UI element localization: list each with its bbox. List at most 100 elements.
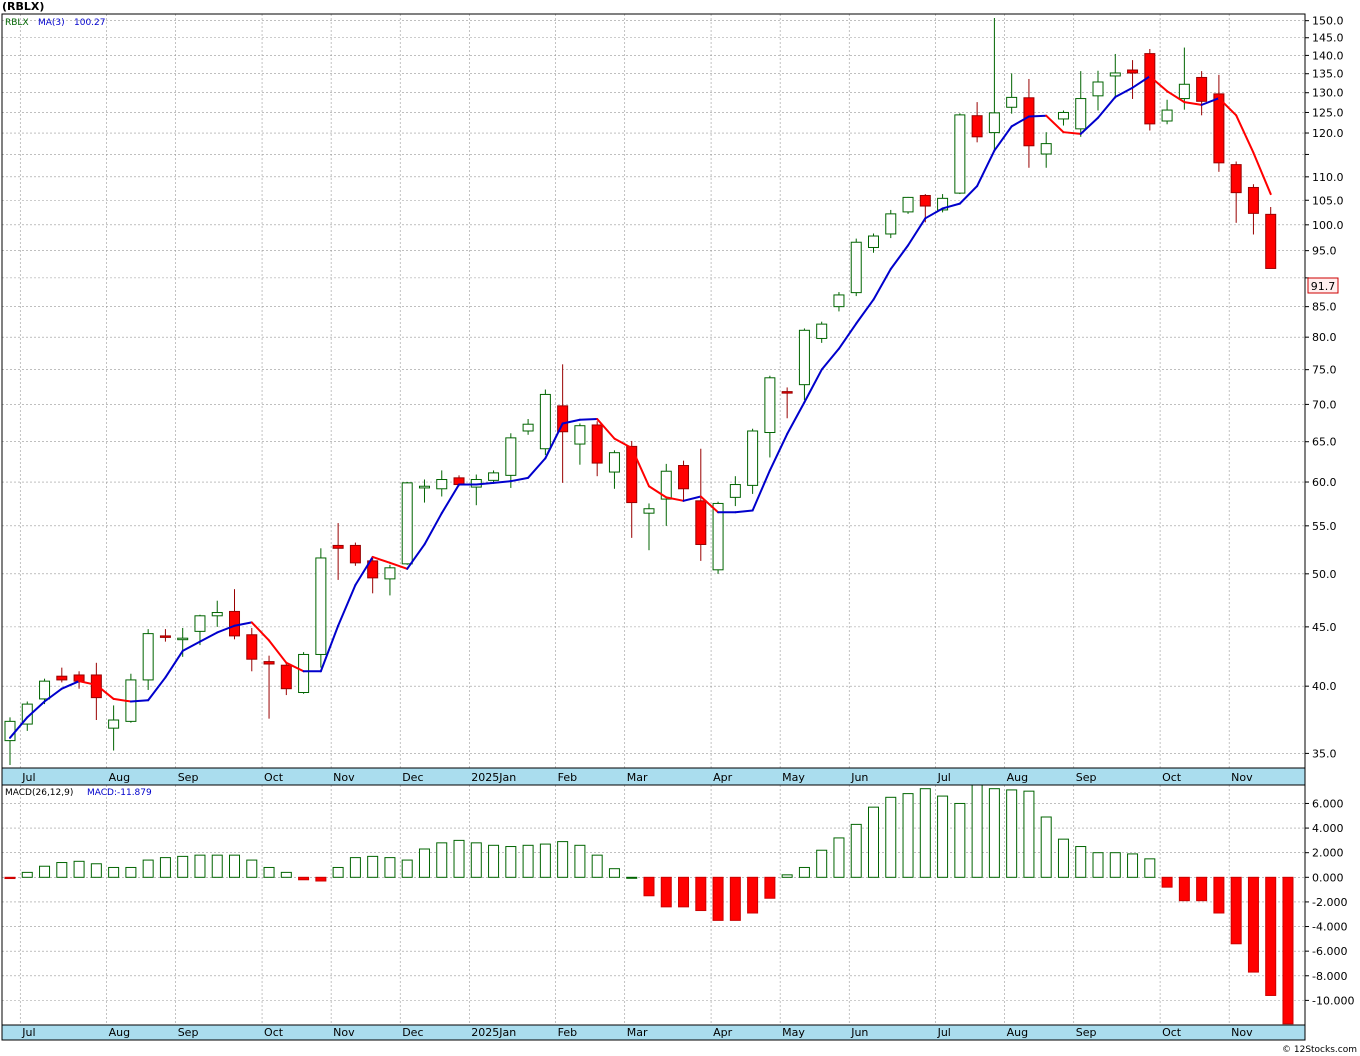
ma3-line-segment <box>699 495 720 514</box>
candle-body <box>626 445 638 504</box>
macd-bar <box>539 843 551 878</box>
legend-ticker: RBLX <box>5 18 29 28</box>
macd-bar <box>1213 876 1225 914</box>
x-month-label: Sep <box>178 1026 199 1039</box>
macd-y-tick-label: 6.000 <box>1312 797 1344 810</box>
candle <box>643 503 655 551</box>
price-y-tick-label: 120.0 <box>1312 127 1344 140</box>
candle-body <box>678 465 690 490</box>
candle-body <box>1092 81 1104 97</box>
candle <box>229 589 241 640</box>
ma3-line-segment <box>665 496 685 502</box>
last-price-label: 91.7 <box>1311 280 1336 293</box>
candle-body <box>90 674 102 699</box>
ma3-line-segment <box>475 481 495 486</box>
candle-body <box>522 423 534 432</box>
candle-body <box>177 637 189 641</box>
macd-bar <box>73 860 85 878</box>
candle-body <box>1265 213 1277 269</box>
candle <box>954 113 966 195</box>
candle-body <box>660 470 672 500</box>
ma3-line-segment <box>1217 97 1238 117</box>
candle-body <box>1006 96 1018 108</box>
macd-y-tick-label: -6.000 <box>1312 945 1347 958</box>
candle-body <box>1127 69 1139 74</box>
candle <box>298 652 310 694</box>
candle-body <box>263 661 275 665</box>
candle-body <box>1109 72 1121 77</box>
macd-bar <box>315 876 327 882</box>
macd-x-axis-band <box>1 1024 1306 1041</box>
ma3-line-segment <box>337 584 357 627</box>
candle <box>712 501 724 574</box>
x-month-label: Jun <box>850 1026 868 1039</box>
macd-bar <box>954 802 966 878</box>
ma3-line-segment <box>112 697 132 703</box>
candle <box>539 389 551 456</box>
macd-bar <box>1230 876 1242 945</box>
candle-body <box>315 557 327 655</box>
candle <box>1092 70 1104 111</box>
x-month-label: Aug <box>109 1026 130 1039</box>
macd-bar <box>1057 838 1069 878</box>
x-month-label: Jul <box>21 1026 35 1039</box>
macd-bar <box>798 866 810 878</box>
candle-body <box>229 610 241 637</box>
macd-y-tick-label: 2.000 <box>1312 847 1344 860</box>
ma3-line-segment <box>423 512 443 546</box>
candle <box>1075 71 1087 137</box>
candle <box>349 542 361 566</box>
candle-body <box>1040 143 1052 155</box>
price-y-tick-label: 100.0 <box>1312 219 1344 232</box>
price-y-tick-label: 105.0 <box>1312 194 1344 207</box>
macd-bar <box>885 796 897 878</box>
ma3-line-segment <box>630 446 650 488</box>
macd-bar <box>1282 876 1294 1025</box>
price-y-tick-label: 55.0 <box>1312 520 1337 533</box>
price-y-tick-label: 150.0 <box>1312 15 1344 28</box>
x-month-label: Apr <box>713 1026 733 1039</box>
x-month-label: Nov <box>333 771 355 784</box>
ma3-line-segment <box>924 207 944 220</box>
candle-body <box>747 430 759 486</box>
candle-body <box>108 719 120 729</box>
candle <box>280 662 292 696</box>
candle <box>1040 132 1052 168</box>
macd-bar <box>418 848 430 878</box>
price-y-tick-label: 45.0 <box>1312 621 1337 634</box>
macd-bar <box>56 862 68 878</box>
macd-bar <box>142 859 154 878</box>
macd-bar <box>764 876 776 899</box>
candle <box>315 548 327 668</box>
candle-body <box>1144 53 1156 125</box>
candle-body <box>280 664 292 690</box>
candle-body <box>1161 109 1173 122</box>
price-y-tick-label: 85.0 <box>1312 301 1337 314</box>
macd-bar <box>125 866 137 878</box>
macd-bar <box>591 854 603 878</box>
candle <box>246 627 258 672</box>
candle <box>194 614 206 646</box>
ma3-line-segment <box>60 680 81 690</box>
candle-body <box>298 653 310 694</box>
macd-bar <box>108 866 120 878</box>
macd-bar <box>747 876 759 914</box>
axes: 35.0 40.0 45.0 50.0 55.0 60.0 65.0 70.0 75.0 80.0… <box>1 13 1354 1041</box>
macd-bar <box>367 855 379 878</box>
candle-body <box>868 235 879 248</box>
legend-ma-value: 100.27 <box>74 18 106 28</box>
candle-body <box>574 425 586 445</box>
candle-body <box>56 675 68 681</box>
candle-body <box>332 544 344 549</box>
macd-bar <box>90 863 102 878</box>
candle <box>522 419 534 435</box>
ma3-line-segment <box>596 418 616 440</box>
ma3-line-segment <box>43 687 63 703</box>
candle-body <box>1230 164 1242 194</box>
ma3-line-segment <box>440 483 461 515</box>
macd-bar <box>557 841 569 878</box>
x-month-label: Sep <box>178 771 199 784</box>
macd-y-tick-label: -4.000 <box>1312 921 1347 934</box>
candle-body <box>971 115 983 138</box>
price-y-tick-label: 70.0 <box>1312 398 1337 411</box>
